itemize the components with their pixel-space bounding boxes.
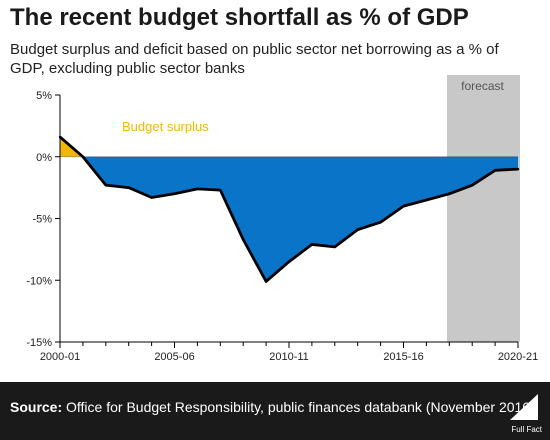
data-point	[219, 188, 222, 192]
y-tick-label: -10%	[26, 275, 52, 287]
data-point	[379, 221, 382, 224]
footer-bar: Source: Office for Budget Responsibility…	[0, 382, 550, 440]
source-text: Office for Budget Responsibility, public…	[66, 399, 535, 415]
data-point	[356, 228, 359, 231]
full-fact-logo: Full Fact	[510, 394, 543, 434]
data-point	[333, 245, 336, 249]
surplus-label: Budget surplus	[122, 119, 209, 134]
y-tick-label: -15%	[26, 337, 52, 349]
data-point	[448, 192, 451, 195]
chart-subtitle: Budget surplus and deficit based on publ…	[10, 41, 499, 77]
x-tick-label: 2015-16	[383, 351, 423, 363]
deficit-label: Budget deficit	[122, 241, 201, 256]
data-point	[493, 169, 497, 172]
y-tick-label: -5%	[32, 214, 52, 226]
source-label: Source:	[10, 399, 63, 415]
deficit-area	[60, 156, 518, 282]
x-tick-label: 2020-21	[498, 351, 538, 363]
data-point	[264, 280, 268, 283]
forecast-band	[447, 75, 520, 342]
x-tick-label: 2010-11	[269, 351, 309, 363]
data-point	[242, 238, 245, 241]
forecast-label: forecast	[461, 79, 504, 93]
forecast-overlay	[447, 95, 518, 342]
x-tick-label: 2000-01	[40, 351, 80, 363]
data-point	[173, 192, 176, 195]
logo-text: Full Fact	[511, 425, 542, 434]
data-point	[104, 183, 108, 187]
budget-chart: forecast 5% 0% -5% -10% -15% 2000-01 2005-06 20…	[26, 75, 538, 363]
data-point	[196, 187, 199, 191]
source-line: Source: Office for Budget Responsibility…	[10, 399, 535, 415]
data-point	[516, 167, 520, 171]
x-tick-label: 2005-06	[154, 351, 194, 363]
data-point	[310, 243, 314, 246]
y-tick-label: 0%	[36, 152, 52, 164]
data-point	[127, 186, 130, 189]
data-point	[425, 198, 428, 202]
logo-triangle-icon	[510, 394, 538, 420]
data-point	[150, 196, 153, 199]
data-point	[402, 204, 405, 208]
data-point	[81, 155, 85, 158]
data-point	[287, 260, 291, 263]
y-tick-label: 5%	[36, 90, 52, 102]
chart-title: The recent budget shortfall as % of GDP	[10, 4, 469, 31]
data-point	[471, 183, 474, 187]
